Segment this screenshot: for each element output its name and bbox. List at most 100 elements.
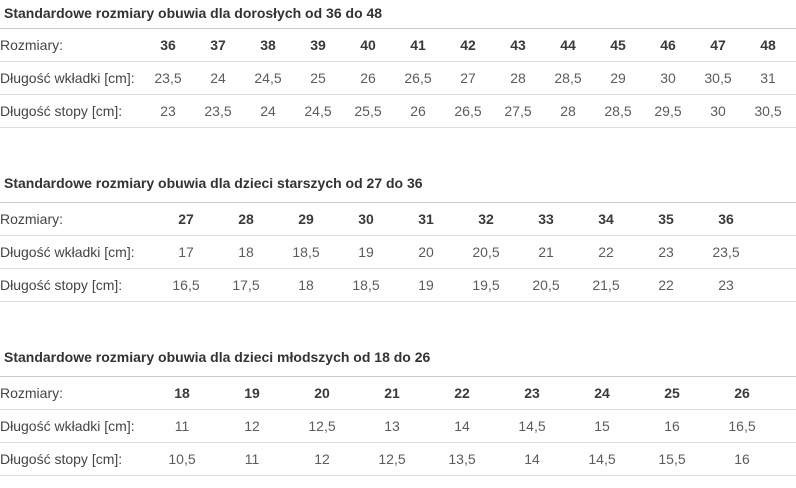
value-cell: 12,5 <box>287 409 357 443</box>
section-title: Standardowe rozmiary obuwia dla dzieci m… <box>4 349 431 365</box>
value-cell: 29,5 <box>643 94 693 128</box>
value-cell: 15,5 <box>637 442 707 476</box>
spacer-cell <box>777 376 796 410</box>
value-cell: 24,5 <box>293 94 343 128</box>
older-children-sizes-section: Standardowe rozmiary obuwia dla dzieci s… <box>0 128 796 302</box>
value-cell: 25 <box>293 61 343 95</box>
value-cell: 23 <box>143 94 193 128</box>
size-header-cell: 44 <box>543 28 593 62</box>
value-cell: 20 <box>396 235 456 269</box>
table-row: Rozmiary: 18 19 20 21 22 23 24 25 26 <box>0 376 796 410</box>
value-cell: 24 <box>243 94 293 128</box>
size-header-cell: 48 <box>743 28 793 62</box>
value-cell: 14 <box>497 442 567 476</box>
size-header-cell: 28 <box>216 202 276 236</box>
table-row: Długość stopy [cm]: 23 23,5 24 24,5 25,5 26 26,… <box>0 94 796 128</box>
row-label: Długość wkładki [cm]: <box>0 235 156 269</box>
value-cell: 26,5 <box>443 94 493 128</box>
value-cell: 20,5 <box>516 268 576 302</box>
size-header-cell: 30 <box>336 202 396 236</box>
size-header-cell: 27 <box>156 202 216 236</box>
value-cell: 23 <box>696 268 756 302</box>
value-cell: 26 <box>393 94 443 128</box>
spacer-cell <box>756 202 796 236</box>
size-header-cell: 46 <box>643 28 693 62</box>
value-cell: 30,5 <box>743 94 793 128</box>
spacer-cell <box>793 61 796 95</box>
value-cell: 25,5 <box>343 94 393 128</box>
size-header-cell: 45 <box>593 28 643 62</box>
spacer-cell <box>756 235 796 269</box>
row-label: Długość stopy [cm]: <box>0 268 156 302</box>
value-cell: 22 <box>636 268 696 302</box>
value-cell: 29 <box>593 61 643 95</box>
value-cell: 30,5 <box>693 61 743 95</box>
table-row: Rozmiary: 27 28 29 30 31 32 33 34 35 36 <box>0 202 796 236</box>
row-label: Długość stopy [cm]: <box>0 94 143 128</box>
value-cell: 26,5 <box>393 61 443 95</box>
value-cell: 27,5 <box>493 94 543 128</box>
value-cell: 21 <box>516 235 576 269</box>
size-header-cell: 21 <box>357 376 427 410</box>
size-header-cell: 31 <box>396 202 456 236</box>
table-row: Długość wkładki [cm]: 23,5 24 24,5 25 26 26,5 2… <box>0 61 796 95</box>
value-cell: 17 <box>156 235 216 269</box>
value-cell: 23,5 <box>696 235 756 269</box>
value-cell: 19 <box>336 235 396 269</box>
size-header-cell: 37 <box>193 28 243 62</box>
value-cell: 23,5 <box>143 61 193 95</box>
size-header-cell: 19 <box>217 376 287 410</box>
value-cell: 12,5 <box>357 442 427 476</box>
adult-sizes-section: Standardowe rozmiary obuwia dla dorosłyc… <box>0 0 796 128</box>
size-header-cell: 22 <box>427 376 497 410</box>
value-cell: 14 <box>427 409 497 443</box>
value-cell: 31 <box>743 61 793 95</box>
value-cell: 12 <box>217 409 287 443</box>
table-row: Rozmiary: 36 37 38 39 40 41 42 43 44 45 46 47 48 <box>0 28 796 62</box>
value-cell: 11 <box>147 409 217 443</box>
row-label: Rozmiary: <box>0 202 156 236</box>
value-cell: 19,5 <box>456 268 516 302</box>
size-header-cell: 29 <box>276 202 336 236</box>
value-cell: 21,5 <box>576 268 636 302</box>
value-cell: 18,5 <box>336 268 396 302</box>
table-row: Długość wkładki [cm]: 17 18 18,5 19 20 20,5 21 2… <box>0 235 796 269</box>
value-cell: 28 <box>543 94 593 128</box>
row-label: Rozmiary: <box>0 376 147 410</box>
size-header-cell: 47 <box>693 28 743 62</box>
size-header-cell: 25 <box>637 376 707 410</box>
value-cell: 27 <box>443 61 493 95</box>
value-cell: 12 <box>287 442 357 476</box>
row-label: Długość wkładki [cm]: <box>0 409 147 443</box>
value-cell: 16 <box>707 442 777 476</box>
value-cell: 10,5 <box>147 442 217 476</box>
size-header-cell: 39 <box>293 28 343 62</box>
size-header-cell: 32 <box>456 202 516 236</box>
section-title: Standardowe rozmiary obuwia dla dorosłyc… <box>4 5 383 21</box>
value-cell: 30 <box>693 94 743 128</box>
value-cell: 18 <box>216 235 276 269</box>
size-header-cell: 36 <box>696 202 756 236</box>
size-header-cell: 33 <box>516 202 576 236</box>
value-cell: 16 <box>637 409 707 443</box>
value-cell: 13 <box>357 409 427 443</box>
value-cell: 28,5 <box>593 94 643 128</box>
value-cell: 16,5 <box>707 409 777 443</box>
size-header-cell: 24 <box>567 376 637 410</box>
spacer-cell <box>793 94 796 128</box>
row-label: Rozmiary: <box>0 28 143 62</box>
size-header-cell: 38 <box>243 28 293 62</box>
table-row: Długość stopy [cm]: 10,5 11 12 12,5 13,5 14 14,… <box>0 442 796 476</box>
size-header-cell: 42 <box>443 28 493 62</box>
size-header-cell: 23 <box>497 376 567 410</box>
spacer-cell <box>756 268 796 302</box>
size-header-cell: 43 <box>493 28 543 62</box>
value-cell: 26 <box>343 61 393 95</box>
value-cell: 23 <box>636 235 696 269</box>
size-header-cell: 40 <box>343 28 393 62</box>
value-cell: 28 <box>493 61 543 95</box>
value-cell: 14,5 <box>567 442 637 476</box>
spacer-cell <box>793 28 796 62</box>
value-cell: 28,5 <box>543 61 593 95</box>
value-cell: 17,5 <box>216 268 276 302</box>
